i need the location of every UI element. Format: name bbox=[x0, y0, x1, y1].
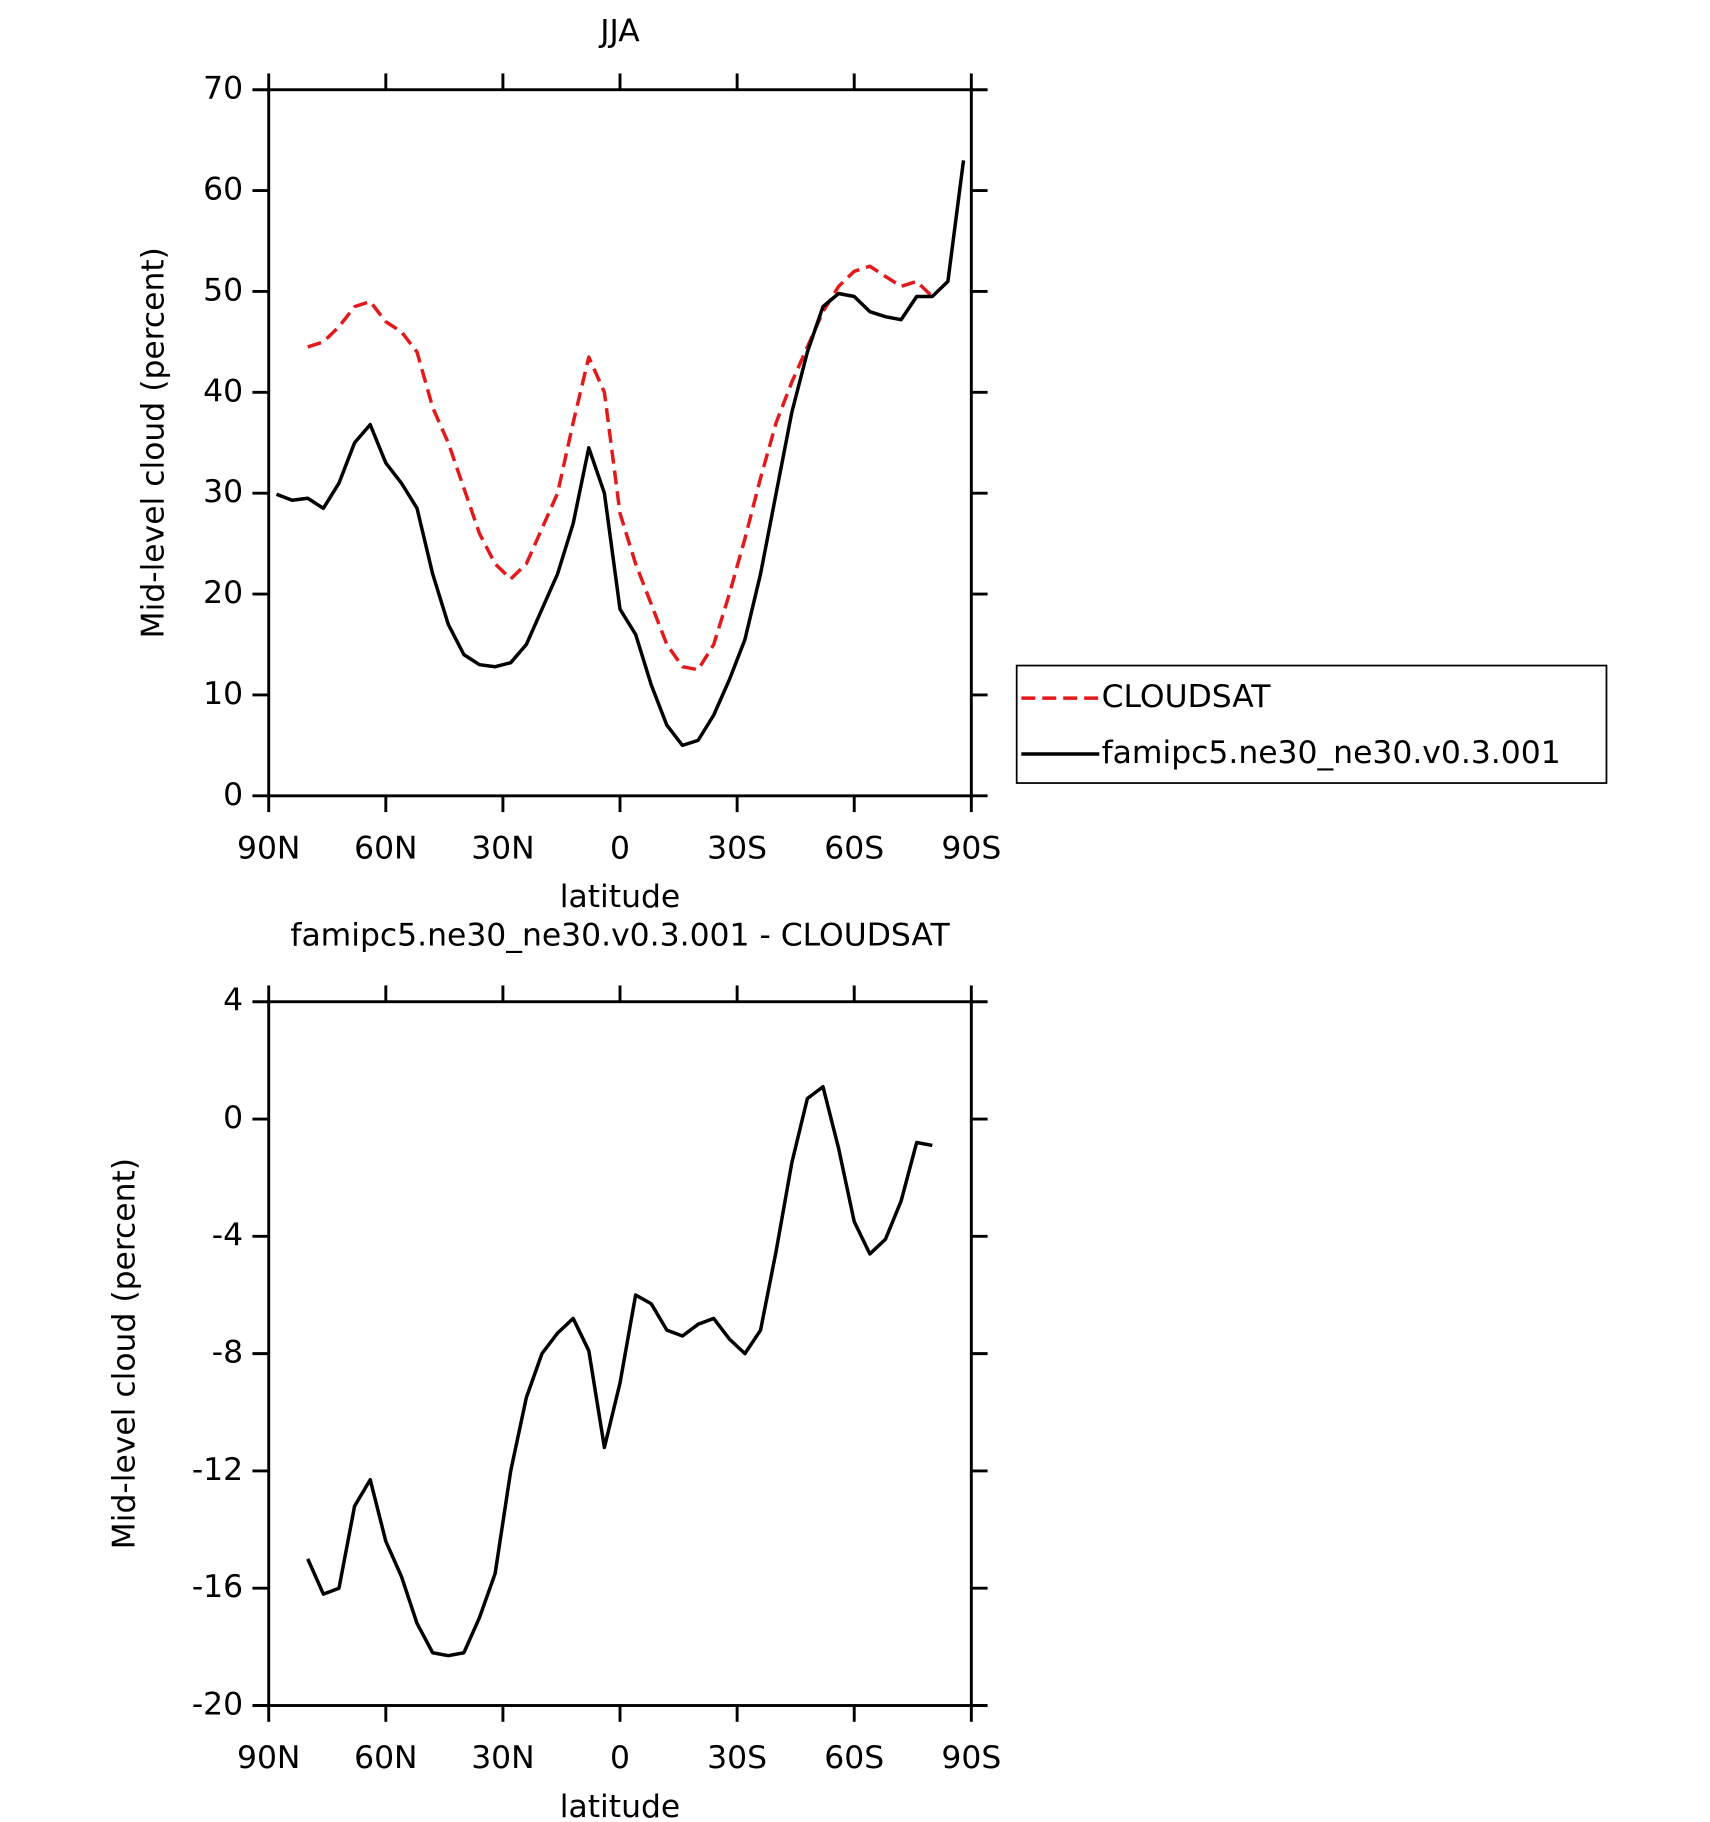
y-tick-label: 50 bbox=[203, 272, 243, 308]
y-tick-label: 40 bbox=[203, 373, 243, 409]
y-tick-label: 60 bbox=[203, 172, 243, 208]
legend-label: CLOUDSAT bbox=[1102, 679, 1272, 715]
x-tick-label: 30N bbox=[471, 830, 534, 866]
y-tick-label: -20 bbox=[192, 1687, 243, 1723]
y-tick-label: 0 bbox=[223, 777, 243, 813]
legend-label: famipc5.ne30_ne30.v0.3.001 bbox=[1102, 735, 1561, 771]
x-tick-label: 90S bbox=[941, 830, 1001, 866]
y-tick-label: 20 bbox=[203, 575, 243, 611]
x-tick-label: 90N bbox=[237, 830, 300, 866]
x-tick-label: 60N bbox=[354, 1740, 417, 1776]
x-tick-label: 60S bbox=[824, 830, 884, 866]
x-tick-label: 0 bbox=[610, 1740, 630, 1776]
plot-frame bbox=[267, 1000, 973, 1707]
data-line bbox=[275, 160, 966, 748]
y-tick-label: 0 bbox=[223, 1100, 243, 1136]
x-tick-label: 0 bbox=[610, 830, 630, 866]
x-axis-label: latitude bbox=[560, 879, 680, 915]
y-tick-label: -16 bbox=[192, 1569, 243, 1605]
x-tick-label: 30N bbox=[471, 1740, 534, 1776]
y-axis-label: Mid-level cloud (percent) bbox=[136, 247, 172, 638]
y-tick-label: 10 bbox=[203, 676, 243, 712]
x-tick-label: 60N bbox=[354, 830, 417, 866]
y-tick-label: -12 bbox=[192, 1452, 243, 1488]
x-tick-label: 30S bbox=[707, 1740, 767, 1776]
y-axis-label: Mid-level cloud (percent) bbox=[107, 1158, 143, 1549]
x-tick-label: 30S bbox=[707, 830, 767, 866]
chart-title: JJA bbox=[598, 14, 640, 50]
y-tick-label: 30 bbox=[203, 474, 243, 510]
data-line bbox=[306, 1085, 933, 1658]
y-tick-label: -8 bbox=[212, 1335, 243, 1371]
x-axis-label: latitude bbox=[560, 1789, 680, 1822]
x-tick-label: 90N bbox=[237, 1740, 300, 1776]
legend-box bbox=[1015, 664, 1608, 784]
x-tick-label: 90S bbox=[941, 1740, 1001, 1776]
chart-title: famipc5.ne30_ne30.v0.3.001 - CLOUDSAT bbox=[290, 918, 950, 954]
plot-frame bbox=[267, 88, 973, 798]
y-tick-label: 70 bbox=[203, 71, 243, 107]
y-tick-label: -4 bbox=[212, 1217, 243, 1253]
y-tick-label: 4 bbox=[223, 983, 243, 1019]
x-tick-label: 60S bbox=[824, 1740, 884, 1776]
